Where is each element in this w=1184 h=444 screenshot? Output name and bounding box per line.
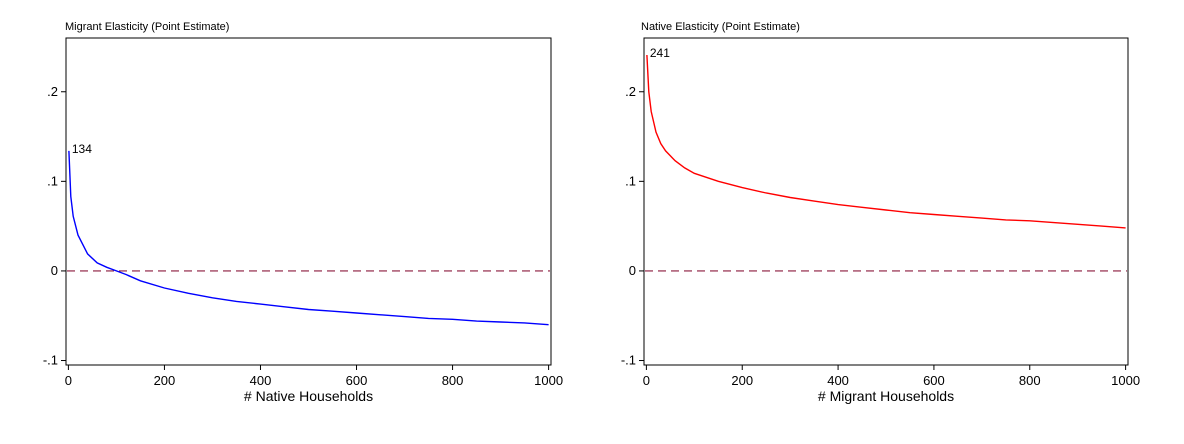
right-chart-panel: Native Elasticity (Point Estimate) -.1 0.…: [592, 0, 1184, 444]
x-axis-title: # Native Households: [244, 388, 373, 404]
y-tick-label: .2: [625, 84, 636, 99]
series-line: [646, 54, 1126, 229]
x-tick-label: 800: [442, 373, 464, 388]
chart-title: Native Elasticity (Point Estimate): [641, 21, 800, 33]
series-line: [68, 150, 549, 326]
x-tick-label: 600: [346, 373, 368, 388]
y-tick-label: .1: [625, 173, 636, 188]
x-tick-label: 400: [827, 373, 849, 388]
start-value-label: 134: [72, 142, 92, 156]
x-tick-label: 1000: [534, 373, 563, 388]
y-tick-label: -.1: [621, 353, 636, 368]
y-tick-label: 0: [629, 263, 636, 278]
left-chart-panel: Migrant Elasticity (Point Estimate) -.1 0…: [43, 21, 563, 404]
chart-title: Migrant Elasticity (Point Estimate): [65, 21, 230, 33]
right-chart-svg: -.1 0 .1 .2 0 200 400 600 800 1000 # Migrant House…: [621, 37, 1140, 404]
plot-frame: [643, 37, 1129, 366]
x-tick-label: 200: [154, 373, 176, 388]
x-tick-label: 0: [65, 373, 72, 388]
left-chart-svg: -.1 0 .1 .2 0 200 400 600 800 1000 # Native Househ…: [43, 37, 563, 404]
x-tick-label: 800: [1019, 373, 1041, 388]
x-axis-title: # Migrant Households: [818, 388, 954, 404]
y-tick-label: 0: [51, 263, 58, 278]
start-value-label: 241: [650, 46, 670, 60]
y-tick-label: .1: [47, 173, 58, 188]
x-tick-label: 600: [923, 373, 945, 388]
plot-frame: [65, 37, 552, 366]
x-tick-label: 400: [250, 373, 272, 388]
x-tick-label: 0: [643, 373, 650, 388]
x-tick-label: 200: [731, 373, 753, 388]
y-tick-label: -.1: [43, 353, 58, 368]
y-tick-label: .2: [47, 84, 58, 99]
x-tick-label: 1000: [1111, 373, 1140, 388]
